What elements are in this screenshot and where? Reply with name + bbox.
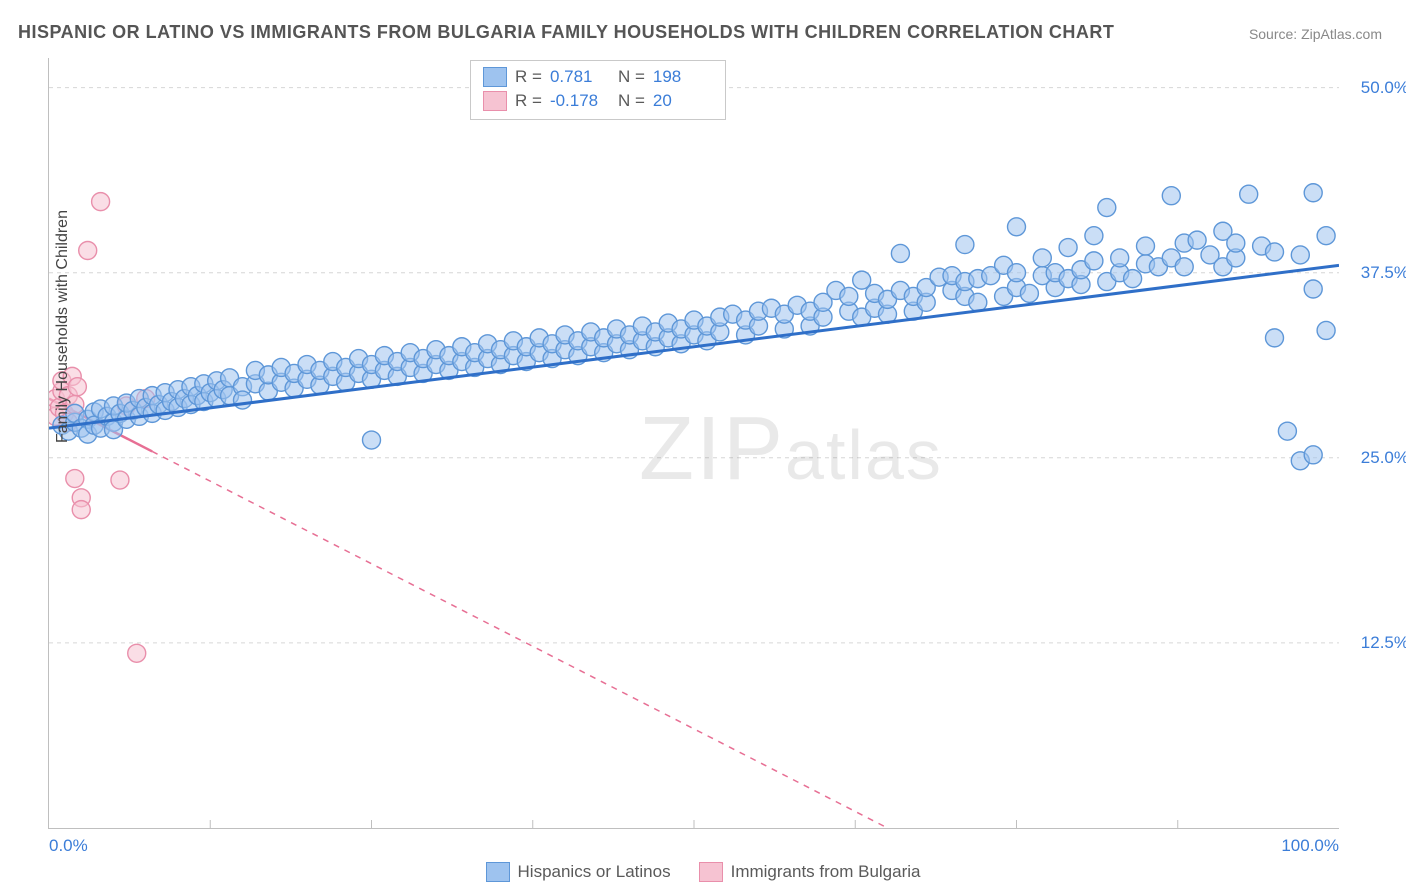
chart-container: HISPANIC OR LATINO VS IMMIGRANTS FROM BU… <box>0 0 1406 892</box>
y-tick-label: 50.0% <box>1361 78 1406 98</box>
swatch-bulgaria <box>699 862 723 882</box>
legend-label-bulgaria: Immigrants from Bulgaria <box>731 862 921 882</box>
y-tick-label: 25.0% <box>1361 448 1406 468</box>
chart-title: HISPANIC OR LATINO VS IMMIGRANTS FROM BU… <box>18 22 1114 43</box>
stat-label-n: N = <box>618 89 645 113</box>
scatter-svg <box>49 58 1339 828</box>
stats-row-hispanic: R = 0.781 N = 198 <box>483 65 713 89</box>
stat-r-bulgaria: -0.178 <box>550 89 610 113</box>
x-tick-label: 100.0% <box>1281 836 1339 856</box>
plot-area: Family Households with Children ZIPatlas… <box>48 58 1339 829</box>
stat-label-r: R = <box>515 65 542 89</box>
stats-legend-box: R = 0.781 N = 198 R = -0.178 N = 20 <box>470 60 726 120</box>
legend-label-hispanic: Hispanics or Latinos <box>518 862 671 882</box>
swatch-hispanic <box>486 862 510 882</box>
stat-label-r: R = <box>515 89 542 113</box>
stat-n-hispanic: 198 <box>653 65 713 89</box>
stat-label-n: N = <box>618 65 645 89</box>
legend-item-bulgaria: Immigrants from Bulgaria <box>699 862 921 882</box>
legend-item-hispanic: Hispanics or Latinos <box>486 862 671 882</box>
bottom-legend: Hispanics or Latinos Immigrants from Bul… <box>0 862 1406 882</box>
x-tick-label: 0.0% <box>49 836 88 856</box>
swatch-bulgaria <box>483 91 507 111</box>
stat-r-hispanic: 0.781 <box>550 65 610 89</box>
stat-n-bulgaria: 20 <box>653 89 713 113</box>
y-tick-label: 12.5% <box>1361 633 1406 653</box>
y-axis-label: Family Households with Children <box>54 210 72 443</box>
stats-row-bulgaria: R = -0.178 N = 20 <box>483 89 713 113</box>
y-tick-label: 37.5% <box>1361 263 1406 283</box>
swatch-hispanic <box>483 67 507 87</box>
source-label: Source: ZipAtlas.com <box>1249 26 1382 42</box>
